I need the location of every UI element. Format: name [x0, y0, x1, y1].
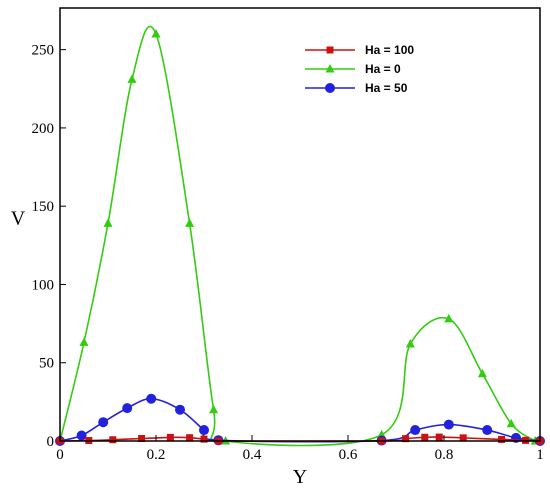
data-point [98, 417, 109, 428]
y-axis-title: V [11, 208, 26, 230]
data-point [402, 435, 410, 443]
legend-item: Ha = 0 [305, 62, 401, 76]
legend-item: Ha = 50 [305, 81, 408, 95]
y-tick-label: 100 [32, 277, 55, 293]
data-point [443, 419, 454, 430]
data-point [498, 435, 506, 443]
data-point [482, 425, 493, 436]
plot-frame [59, 7, 541, 442]
data-point [421, 433, 429, 441]
data-point [405, 338, 415, 348]
data-point [109, 436, 117, 444]
x-tick-label: 0 [56, 447, 64, 463]
data-point [103, 218, 113, 227]
series-triangle [55, 25, 540, 447]
data-point [444, 313, 454, 323]
axis-ticks: 0 0.2 0.4 0.6 0.8 1 0 50 100 150 200 250 [32, 43, 544, 463]
legend-marker [325, 83, 335, 93]
x-tick-label: 0.6 [339, 447, 358, 463]
data-point [151, 29, 161, 38]
x-tick-label: 0.4 [243, 447, 262, 463]
x-tick-label: 1 [536, 447, 544, 463]
series-line [59, 397, 541, 443]
y-tick-label: 150 [32, 199, 55, 215]
data-point [79, 337, 89, 346]
y-tick-label: 0 [47, 434, 55, 450]
data-point [477, 368, 487, 378]
data-point [209, 404, 219, 414]
x-axis-title: Y [293, 466, 307, 488]
plot-area [55, 25, 545, 447]
data-point [185, 218, 195, 227]
data-point [175, 404, 185, 415]
data-point [122, 403, 133, 414]
legend-label: Ha = 0 [365, 62, 401, 76]
y-tick-label: 250 [32, 43, 55, 59]
data-point [138, 434, 146, 442]
legend-marker [325, 64, 335, 73]
legend-marker [326, 46, 334, 54]
data-point [459, 434, 467, 442]
data-point [76, 430, 87, 441]
data-point [199, 425, 209, 436]
legend: Ha = 100 Ha = 0 Ha = 50 [305, 43, 414, 95]
legend-label: Ha = 50 [365, 81, 408, 95]
legend-label: Ha = 100 [365, 43, 414, 57]
y-tick-label: 50 [39, 356, 54, 372]
data-point [435, 433, 443, 441]
data-point [186, 434, 194, 442]
data-point [200, 435, 208, 443]
data-point [166, 433, 174, 441]
data-point [506, 418, 516, 428]
series-square [56, 433, 544, 445]
x-tick-label: 0.8 [435, 447, 454, 463]
legend-item: Ha = 100 [305, 43, 414, 57]
data-point [127, 74, 137, 83]
data-point [146, 393, 157, 404]
y-tick-label: 200 [32, 121, 55, 137]
data-point [410, 425, 421, 436]
series-line [59, 25, 536, 447]
x-tick-label: 0.2 [147, 447, 166, 463]
